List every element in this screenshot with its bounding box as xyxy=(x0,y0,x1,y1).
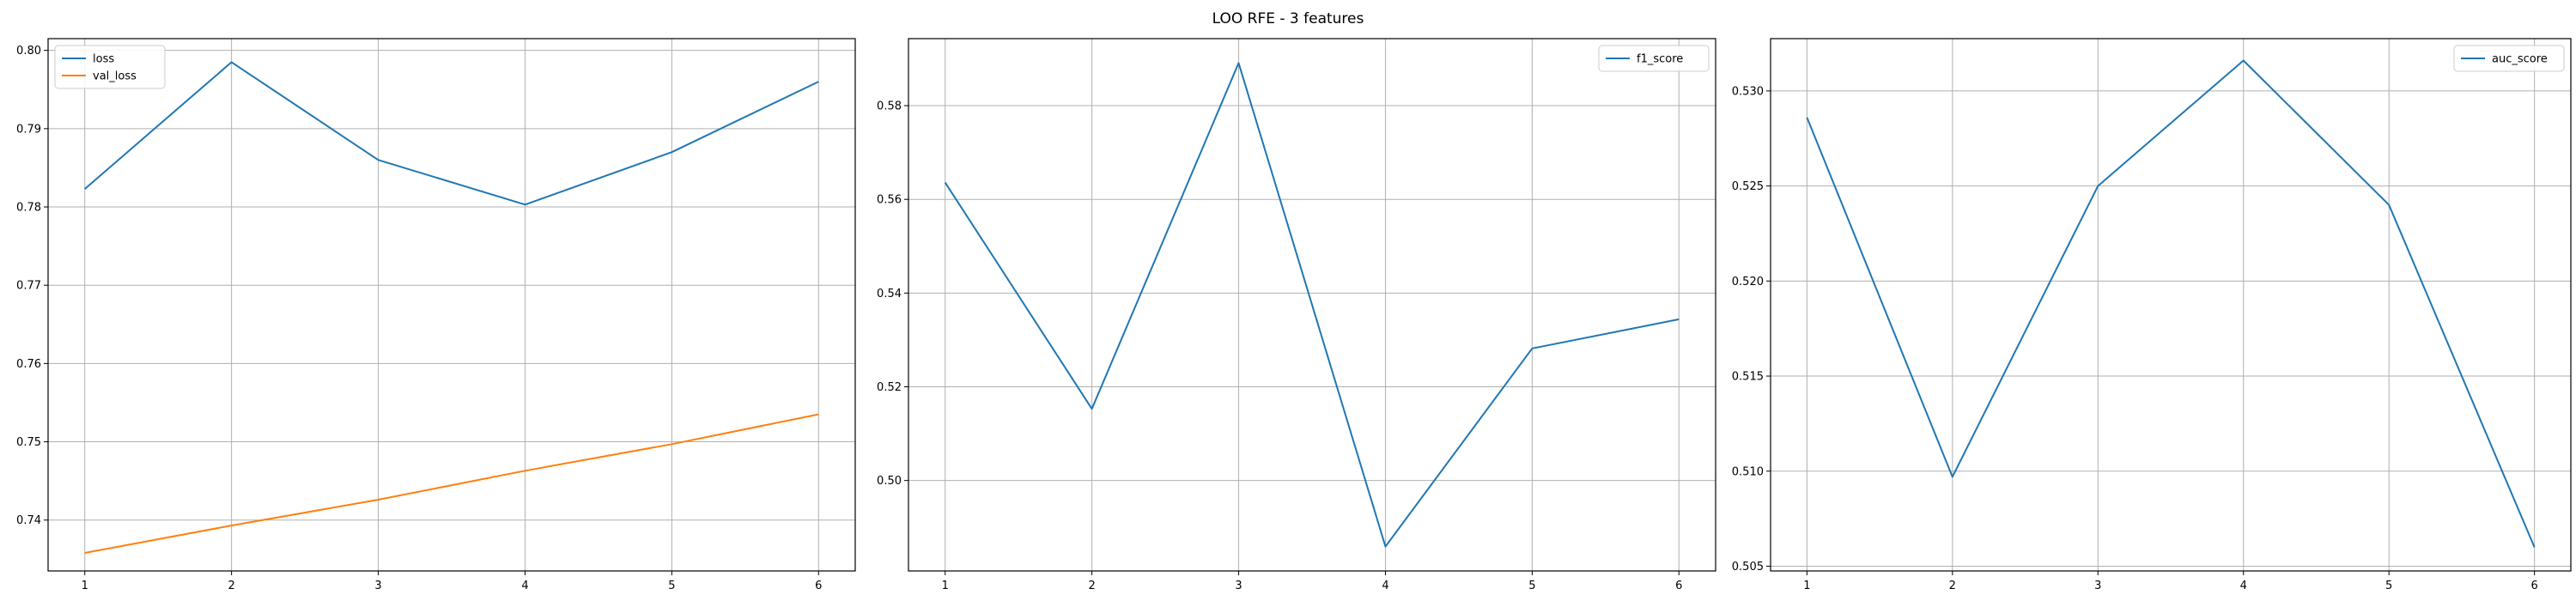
axes-frame xyxy=(908,38,1716,572)
legend: auc_score xyxy=(2453,45,2565,72)
y-tick-label: 0.58 xyxy=(877,100,902,113)
legend-label: f1_score xyxy=(1637,53,1683,66)
y-tick-label: 0.54 xyxy=(877,288,902,300)
x-tick-label: 3 xyxy=(2094,580,2101,592)
axes-frame xyxy=(47,38,856,572)
series-line-val_loss xyxy=(84,413,819,554)
x-tick-label: 2 xyxy=(1949,580,1956,592)
grid xyxy=(48,39,855,571)
plots-container: 1 2 3 4 5 6 0.74 0.75 0.76 0.77 0.78 0.79 0.80 loss va… xyxy=(16,38,2572,592)
legend-box xyxy=(2453,45,2565,72)
legend-box xyxy=(1598,45,1710,72)
x-tick-label: 5 xyxy=(2385,580,2392,592)
axes-frame xyxy=(1770,38,2572,572)
x-tick-label: 6 xyxy=(815,580,822,592)
legend-box xyxy=(54,45,166,89)
y-tick-label: 0.80 xyxy=(16,45,41,58)
x-tick-label: 5 xyxy=(668,580,675,592)
legend-label: loss xyxy=(93,53,114,66)
y-tick-label: 0.78 xyxy=(16,202,41,215)
y-tick-label: 0.74 xyxy=(16,514,41,527)
x-tick-label: 6 xyxy=(2530,580,2537,592)
y-tick-label: 0.505 xyxy=(1732,561,1764,574)
y-tick-label: 0.530 xyxy=(1732,85,1764,98)
series-line-loss xyxy=(84,61,819,206)
y-tick-label: 0.520 xyxy=(1732,276,1764,288)
legend-label: val_loss xyxy=(93,70,137,83)
x-tick-label: 5 xyxy=(1528,580,1535,592)
series-line-f1_score xyxy=(944,62,1680,548)
y-tick-label: 0.79 xyxy=(16,123,41,136)
x-tick-label: 2 xyxy=(1088,580,1095,592)
y-tick-label: 0.56 xyxy=(877,194,902,207)
subplot-3: 1 2 3 4 5 6 0.505 0.510 0.515 0.520 0.525 0.530 auc_… xyxy=(1732,38,2572,592)
legend-label: auc_score xyxy=(2492,53,2548,66)
x-tick-label: 1 xyxy=(942,580,949,592)
y-tick-label: 0.77 xyxy=(16,280,41,293)
legend: f1_score xyxy=(1598,45,1710,72)
subplot-2: 1 2 3 4 5 6 0.50 0.52 0.54 0.56 0.58 f1_score xyxy=(877,38,1716,592)
subplot-1: 1 2 3 4 5 6 0.74 0.75 0.76 0.77 0.78 0.79 0.80 loss va… xyxy=(16,38,856,592)
grid xyxy=(908,39,1716,571)
figure-title: LOO RFE - 3 features xyxy=(1212,10,1364,27)
x-tick-label: 4 xyxy=(1382,580,1388,592)
legend: loss val_loss xyxy=(54,45,166,89)
y-tick-label: 0.515 xyxy=(1732,371,1764,384)
y-tick-label: 0.76 xyxy=(16,358,41,371)
y-tick-label: 0.75 xyxy=(16,436,41,449)
x-tick-label: 3 xyxy=(374,580,381,592)
y-tick-label: 0.510 xyxy=(1732,465,1764,478)
x-tick-label: 4 xyxy=(2240,580,2247,592)
x-tick-label: 1 xyxy=(82,580,88,592)
x-tick-label: 4 xyxy=(521,580,528,592)
grid xyxy=(1771,39,2571,571)
x-tick-label: 1 xyxy=(1803,580,1810,592)
x-tick-label: 3 xyxy=(1235,580,1242,592)
y-tick-label: 0.50 xyxy=(877,475,902,488)
y-tick-label: 0.52 xyxy=(877,381,902,394)
x-tick-label: 2 xyxy=(228,580,234,592)
series-line-auc_score xyxy=(1806,59,2536,548)
x-tick-label: 6 xyxy=(1675,580,1682,592)
y-tick-label: 0.525 xyxy=(1732,180,1764,193)
